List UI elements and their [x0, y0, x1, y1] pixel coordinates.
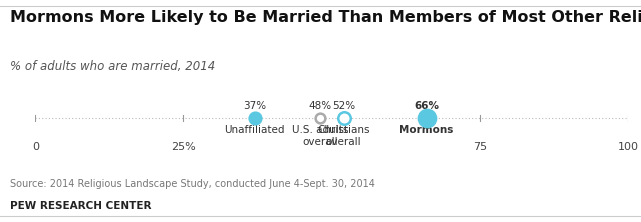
- Text: Mormons: Mormons: [399, 125, 454, 135]
- Text: % of adults who are married, 2014: % of adults who are married, 2014: [10, 60, 215, 73]
- Text: Source: 2014 Religious Landscape Study, conducted June 4-Sept. 30, 2014: Source: 2014 Religious Landscape Study, …: [10, 179, 374, 189]
- Text: 37%: 37%: [243, 101, 266, 111]
- Text: 75: 75: [473, 142, 487, 152]
- Text: Mormons More Likely to Be Married Than Members of Most Other Religious Groups: Mormons More Likely to Be Married Than M…: [10, 10, 641, 25]
- Text: 100: 100: [618, 142, 638, 152]
- Text: Unaffiliated: Unaffiliated: [224, 125, 285, 135]
- Text: U.S. adults
overall: U.S. adults overall: [292, 125, 348, 147]
- Text: 66%: 66%: [414, 101, 439, 111]
- Text: PEW RESEARCH CENTER: PEW RESEARCH CENTER: [10, 201, 151, 211]
- Text: 0: 0: [32, 142, 38, 152]
- Text: 25%: 25%: [171, 142, 196, 152]
- Text: Christians
overall: Christians overall: [317, 125, 370, 147]
- Text: 52%: 52%: [332, 101, 355, 111]
- Text: 48%: 48%: [308, 101, 331, 111]
